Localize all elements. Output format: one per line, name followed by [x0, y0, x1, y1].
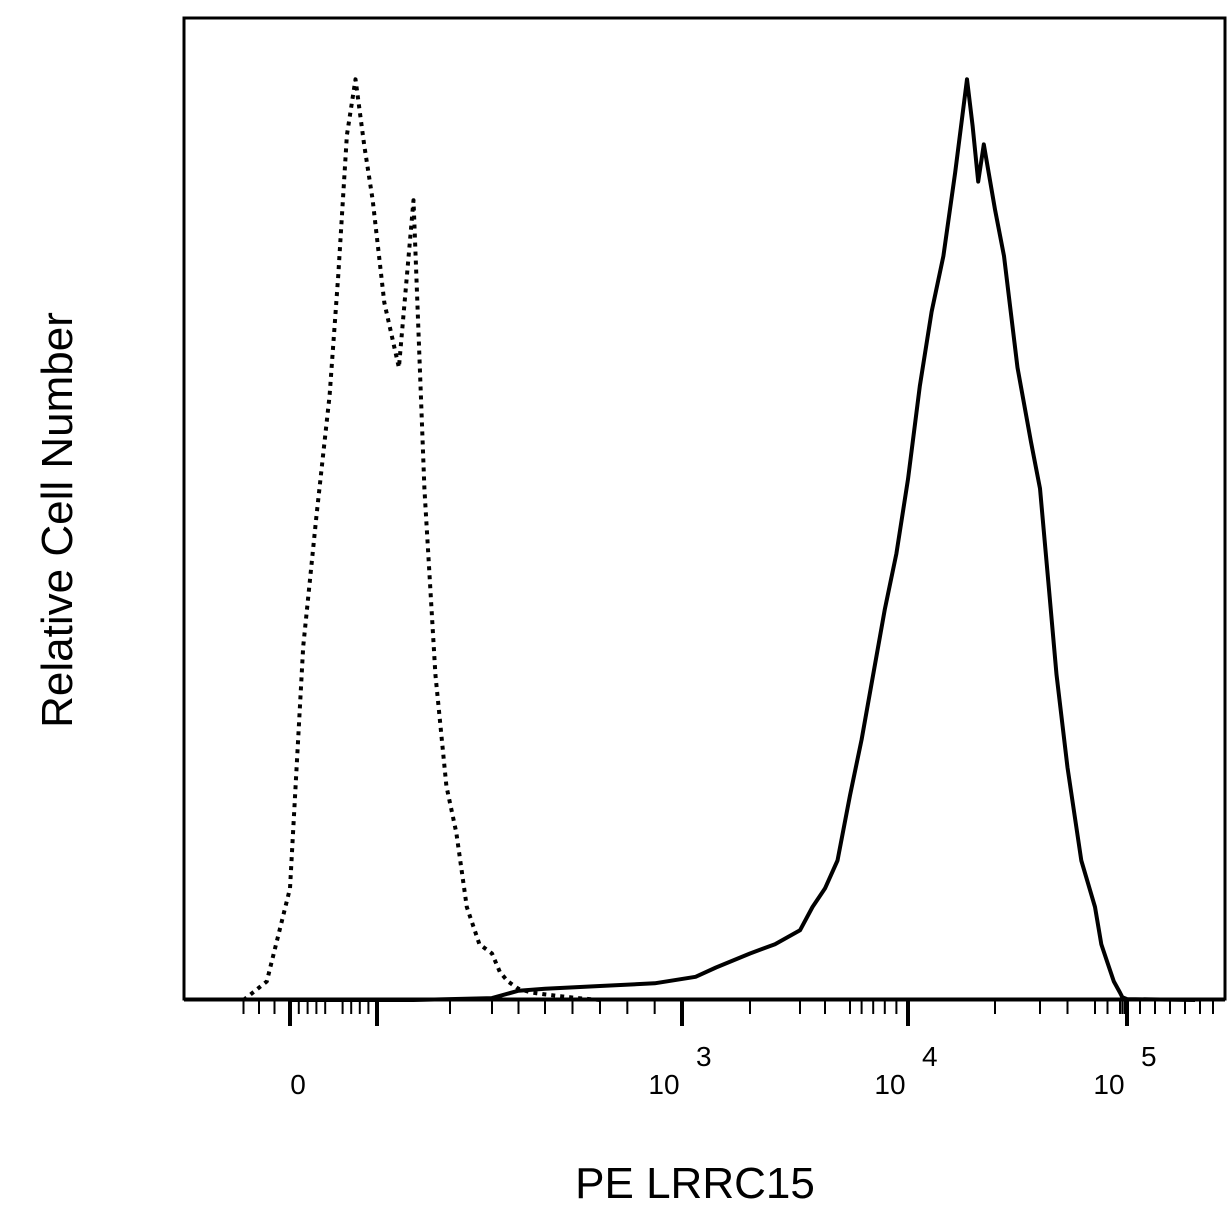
- x-tick-label-exponent: 5: [1141, 1041, 1157, 1072]
- x-tick-label: 10: [874, 1069, 905, 1100]
- x-tick-label: 10: [648, 1069, 679, 1100]
- x-axis-major-ticks: [288, 1000, 1129, 1026]
- x-axis-minor-ticks: [242, 1000, 1214, 1014]
- plot-frame: [182, 16, 1227, 1001]
- x-tick-label: 10: [1093, 1069, 1124, 1100]
- x-tick-label-exponent: 3: [696, 1041, 712, 1072]
- x-axis-tick-labels: 0 10 3 10 4 10 5: [290, 1041, 1156, 1100]
- x-tick-label: 0: [290, 1069, 306, 1100]
- y-axis-title: Relative Cell Number: [33, 312, 82, 728]
- series-layer: [242, 77, 1196, 1002]
- solid-histogram-series: [290, 77, 1196, 1002]
- dotted-histogram-series: [242, 77, 601, 1002]
- x-tick-label-exponent: 4: [922, 1041, 938, 1072]
- x-axis-title: PE LRRC15: [575, 1159, 815, 1208]
